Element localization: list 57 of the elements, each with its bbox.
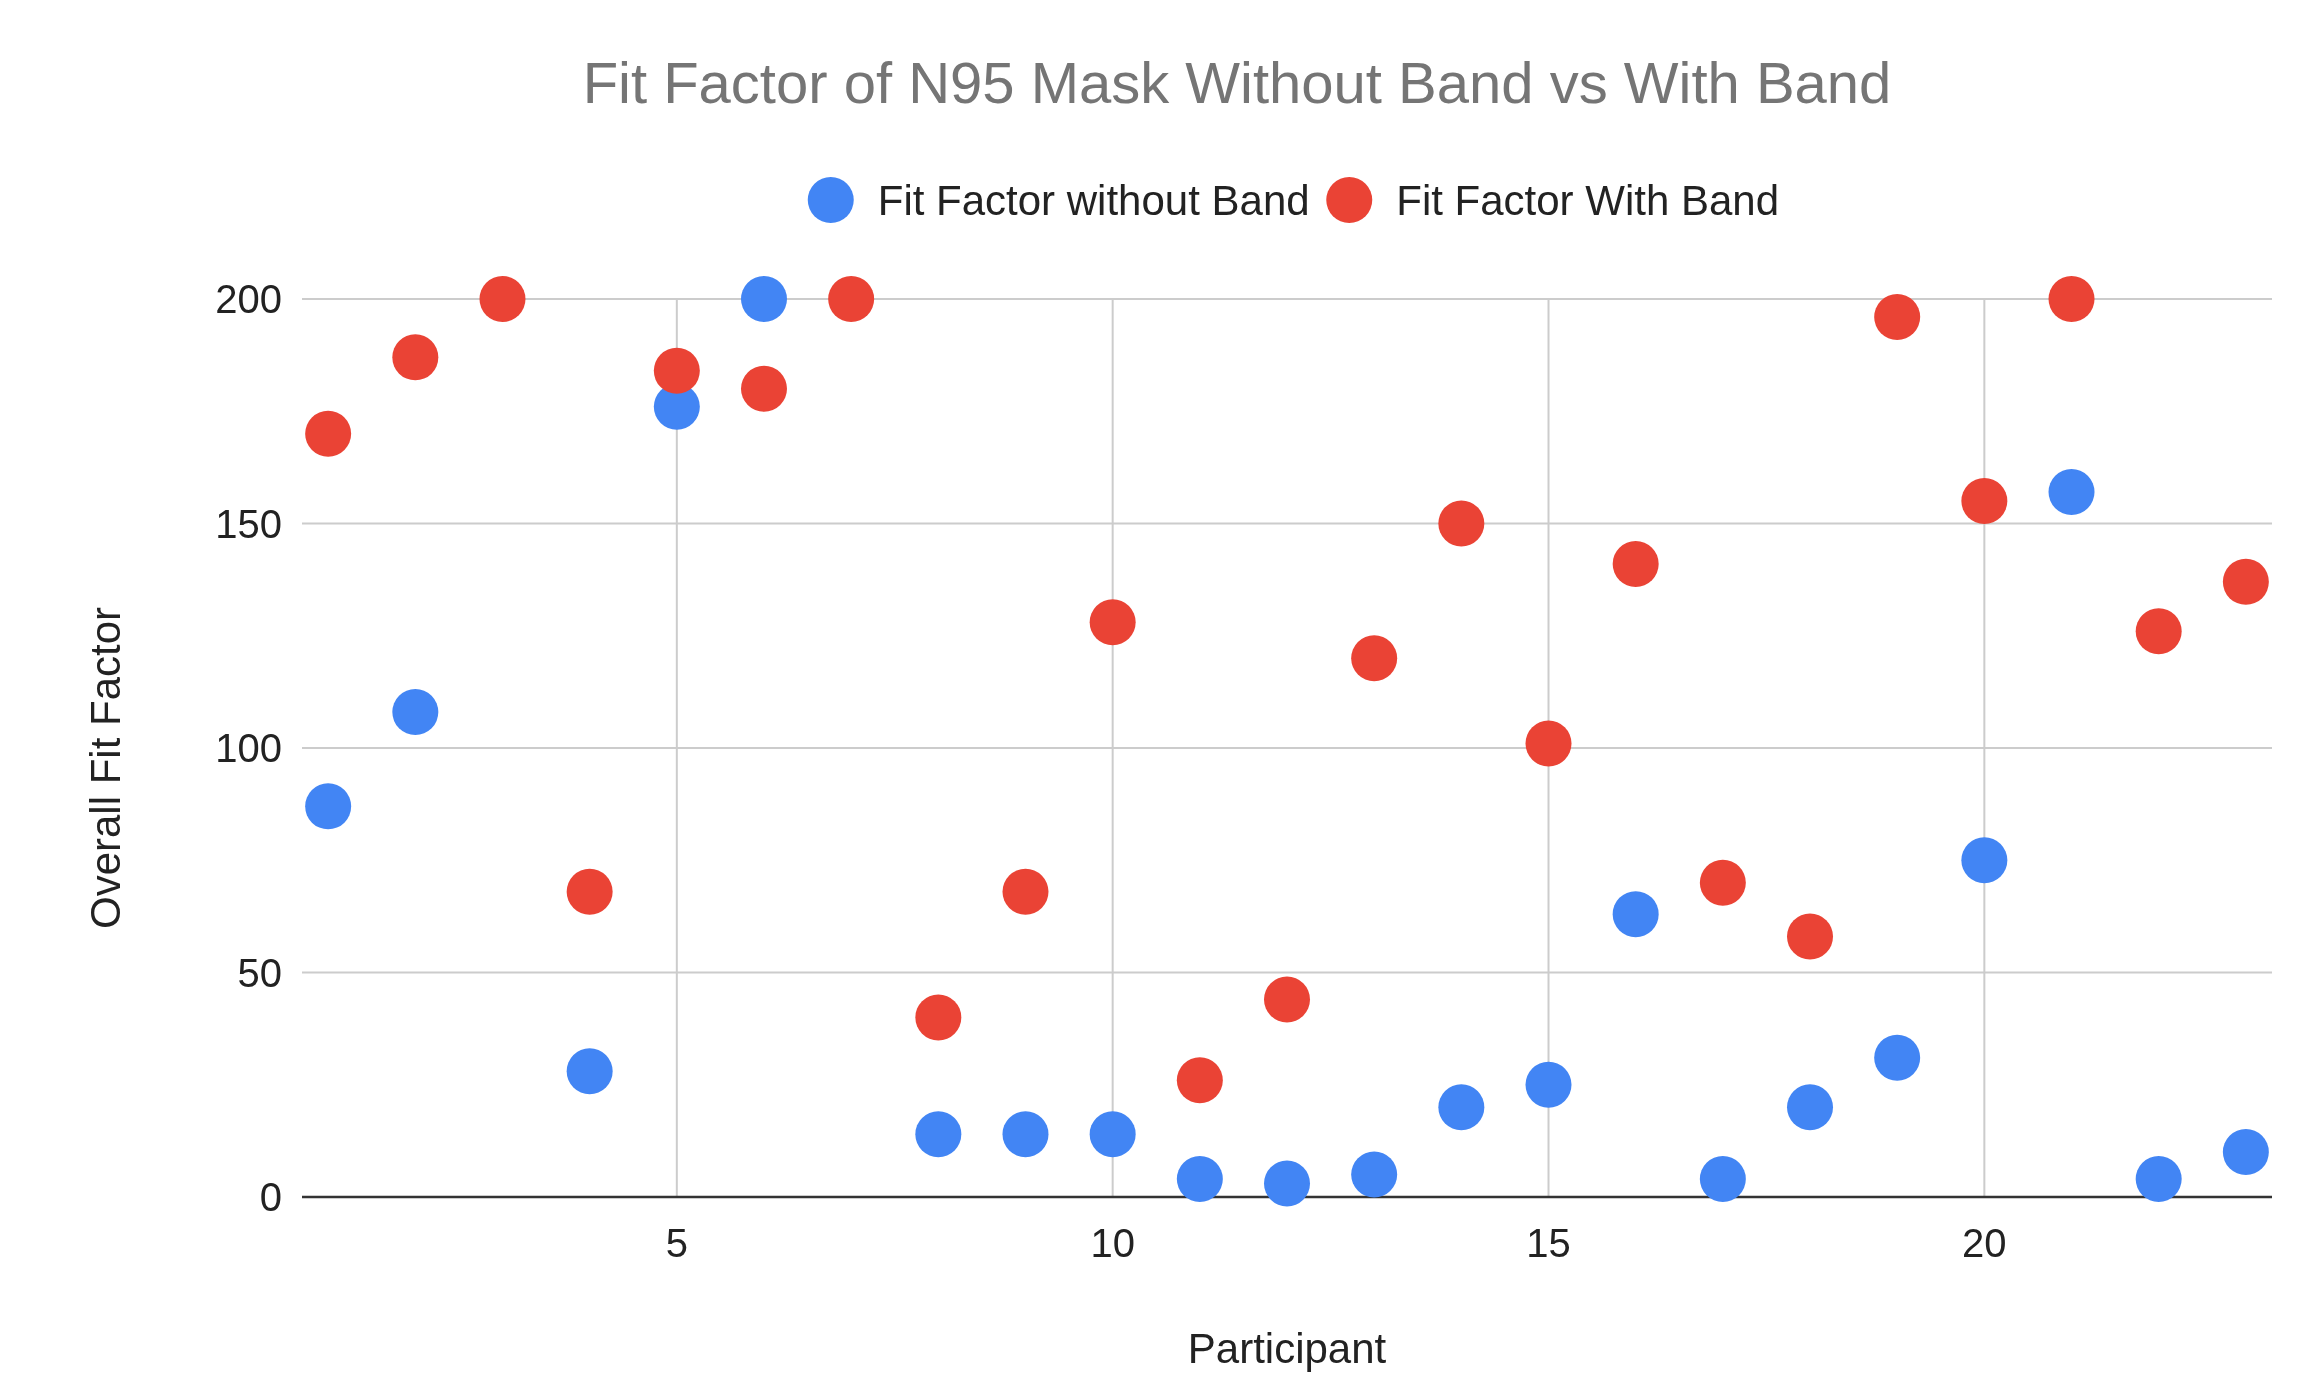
point [915,994,962,1041]
point [653,347,700,394]
point [566,868,613,915]
point [740,276,787,322]
x-tick-label: 15 [1526,1221,1571,1265]
point [479,276,526,322]
y-tick-label: 0 [259,1175,282,1219]
point [1176,1057,1223,1104]
point [740,365,787,412]
point [915,1111,962,1158]
point [1787,913,1834,960]
point [1176,1156,1223,1202]
point [1525,1061,1572,1108]
point [1612,891,1659,938]
point [2222,1129,2269,1176]
x-tick-label: 20 [1962,1221,2007,1265]
point [1351,635,1398,682]
point [828,276,875,322]
point [2048,276,2095,322]
legend-label: Fit Factor With Band [1396,176,1780,224]
legend-label: Fit Factor without Band [877,176,1310,224]
point [305,410,352,457]
point [2135,608,2182,655]
x-axis-title: Participant [1187,1325,1387,1372]
point [1264,976,1310,1023]
point [305,783,352,830]
point [1264,1160,1310,1207]
point [1002,868,1049,915]
point [1787,1084,1834,1131]
point [392,689,439,736]
point [1438,1084,1485,1131]
y-tick-label: 150 [215,501,282,546]
y-tick-label: 200 [215,277,282,321]
point [1874,294,1921,340]
point [392,334,439,381]
point [1699,859,1746,906]
point [2135,1156,2182,1202]
y-axis-title: Overall Fit Factor [82,606,129,930]
x-tick-label: 5 [665,1221,688,1265]
point [1089,599,1136,646]
point [566,1048,613,1095]
point [1525,720,1572,767]
point [1002,1111,1049,1158]
point [2222,558,2269,605]
point [1699,1156,1746,1202]
point [2048,469,2095,516]
point [1351,1151,1398,1198]
point [1612,540,1659,587]
x-tick-label: 10 [1090,1221,1135,1265]
point [1438,500,1485,547]
point [1961,478,2008,524]
point [1961,837,2008,884]
point [1089,1111,1136,1158]
chart-title: Fit Factor of N95 Mask Without Band vs With Band [582,50,1892,115]
y-tick-label: 50 [237,950,282,995]
y-tick-label: 100 [215,726,282,770]
point [1874,1034,1921,1081]
